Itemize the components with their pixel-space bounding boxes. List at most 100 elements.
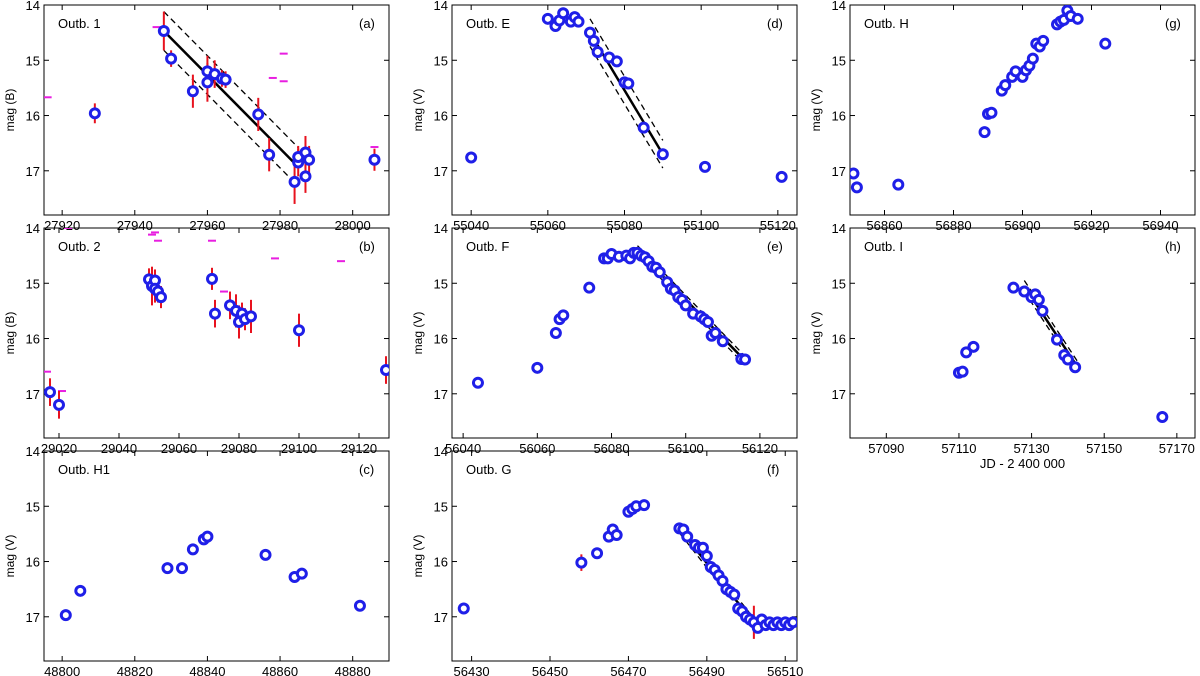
data-point — [176, 562, 188, 575]
data-point — [541, 12, 554, 25]
data-point — [380, 364, 389, 377]
y-tick-label: 16 — [26, 109, 40, 124]
data-point — [591, 45, 604, 58]
x-tick-label: 29120 — [341, 441, 377, 456]
data-point — [471, 376, 484, 389]
x-tick-label: 55080 — [606, 218, 642, 233]
panel-label: (d) — [767, 16, 783, 31]
panel-title: Outb. 2 — [58, 239, 101, 254]
panel-b: 14 15 16 17 29020 29040 29060 29080 29100 29120 Ou… — [3, 221, 390, 456]
data-point — [679, 299, 692, 312]
y-tick-label: 15 — [434, 53, 448, 68]
plot-area — [952, 280, 1169, 423]
x-axis-label: JD - 2 400 000 — [980, 456, 1065, 471]
x-tick-label: 57130 — [1014, 441, 1050, 456]
data-point — [293, 324, 305, 337]
panel-label: (e) — [767, 239, 783, 254]
y-tick-label: 15 — [434, 499, 448, 514]
y-tick-label: 14 — [832, 0, 846, 13]
y-tick-label: 14 — [434, 0, 448, 13]
x-tick-label: 57090 — [868, 441, 904, 456]
x-tick-label: 57170 — [1159, 441, 1195, 456]
panel-a: 14 15 16 17 27920 27940 27960 27980 28000 Outb. 1… — [3, 0, 390, 233]
data-point — [1007, 281, 1020, 294]
x-tick-label: 29080 — [221, 441, 257, 456]
panel-label: (h) — [1165, 239, 1181, 254]
data-point — [155, 291, 167, 304]
data-point — [699, 160, 711, 173]
data-point — [1061, 353, 1074, 366]
data-point — [209, 307, 221, 320]
data-point — [967, 340, 980, 353]
data-point — [1099, 37, 1112, 50]
y-tick-label: 17 — [26, 164, 40, 179]
data-point — [165, 52, 178, 65]
y-axis-label: mag (V) — [411, 312, 425, 355]
x-tick-label: 56100 — [668, 441, 704, 456]
data-point — [1036, 304, 1049, 317]
data-point — [985, 106, 998, 119]
x-tick-label: 56860 — [866, 218, 902, 233]
y-tick-label: 17 — [26, 387, 40, 402]
data-point — [201, 76, 214, 89]
x-tick-label: 56120 — [742, 441, 778, 456]
data-point — [681, 530, 694, 543]
panel-h: 14 15 16 17 57090 57110 57130 57150 57170 Outb. I… — [809, 221, 1196, 471]
y-tick-label: 16 — [832, 109, 846, 124]
data-point — [1069, 361, 1082, 374]
x-tick-label: 27960 — [189, 218, 225, 233]
data-point — [201, 530, 214, 543]
data-point — [368, 153, 381, 166]
y-tick-label: 14 — [26, 444, 40, 459]
data-point — [701, 315, 714, 328]
plot-frame — [451, 4, 798, 216]
plot-area — [465, 7, 788, 183]
x-tick-label: 48880 — [335, 664, 371, 676]
x-tick-label: 56900 — [1004, 218, 1040, 233]
data-point — [295, 567, 308, 580]
x-tick-label: 56490 — [689, 664, 725, 676]
data-point — [999, 79, 1012, 92]
x-tick-label: 29040 — [101, 441, 137, 456]
plot-frame — [43, 4, 390, 216]
y-tick-label: 16 — [434, 555, 448, 570]
data-point — [1156, 411, 1169, 423]
x-tick-label: 56040 — [445, 441, 481, 456]
data-point — [978, 126, 991, 139]
y-tick-label: 17 — [434, 164, 448, 179]
data-point — [850, 167, 860, 180]
fit-band-lower — [163, 49, 299, 187]
data-point — [716, 335, 729, 348]
data-point — [353, 599, 366, 612]
y-tick-label: 16 — [26, 555, 40, 570]
data-point — [591, 547, 604, 560]
panel-title: Outb. E — [466, 16, 510, 31]
plot-frame — [849, 227, 1196, 439]
x-tick-label: 48840 — [189, 664, 225, 676]
panel-title: Outb. H1 — [58, 462, 110, 477]
data-point — [157, 24, 170, 37]
y-tick-label: 15 — [832, 53, 846, 68]
data-point — [557, 7, 570, 20]
y-axis-label: mag (V) — [809, 312, 823, 355]
data-point — [572, 15, 585, 28]
y-tick-label: 14 — [26, 221, 40, 236]
x-tick-label: 56430 — [454, 664, 490, 676]
data-point — [53, 398, 65, 411]
data-point — [557, 309, 570, 322]
data-point — [252, 108, 265, 121]
data-point — [622, 77, 635, 90]
data-point — [299, 170, 312, 183]
panel-label: (c) — [359, 462, 374, 477]
x-tick-label: 27980 — [262, 218, 298, 233]
y-tick-label: 17 — [434, 610, 448, 625]
panel-g: 14 15 16 17 56860 56880 56900 56920 56940 Outb. H… — [809, 0, 1196, 233]
y-tick-label: 17 — [26, 610, 40, 625]
x-tick-label: 56080 — [593, 441, 629, 456]
data-point — [88, 107, 101, 120]
x-tick-label: 55040 — [453, 218, 489, 233]
y-tick-label: 15 — [26, 276, 40, 291]
y-tick-label: 16 — [434, 332, 448, 347]
x-tick-label: 27940 — [117, 218, 153, 233]
